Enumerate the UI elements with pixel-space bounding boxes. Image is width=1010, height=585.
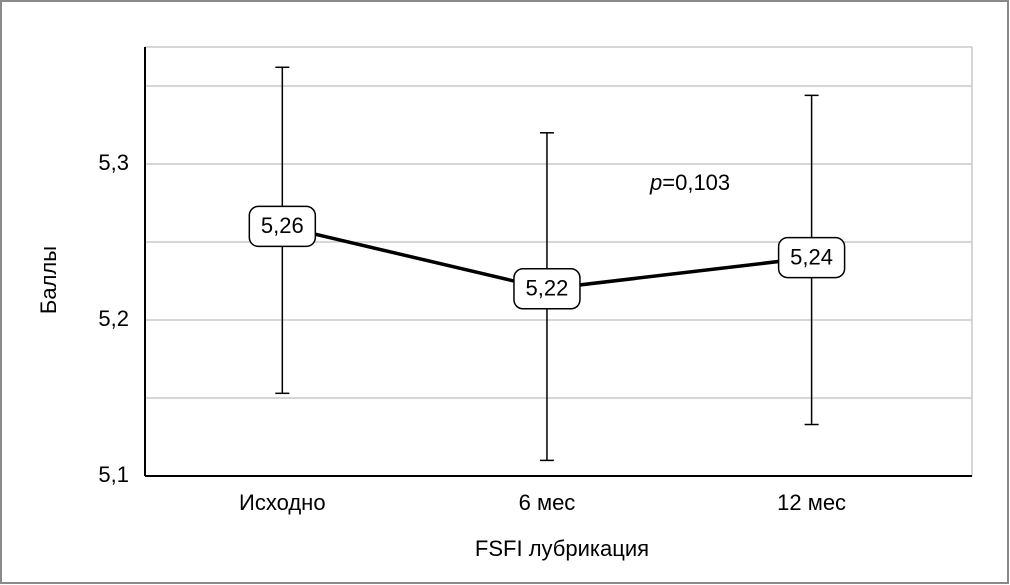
data-point-box xyxy=(248,205,317,248)
data-point-box xyxy=(513,268,581,310)
data-label: 5,24 xyxy=(790,244,833,269)
data-label: 5,26 xyxy=(261,213,304,238)
y-axis-title: Баллы xyxy=(36,246,61,314)
y-tick-label: 5,3 xyxy=(98,150,129,175)
annotation: p=0,103 xyxy=(649,170,730,195)
data-point-box xyxy=(777,236,846,279)
x-tick-label: 6 мес xyxy=(519,490,576,515)
data-label: 5,22 xyxy=(526,276,569,301)
y-tick-label: 5,2 xyxy=(98,306,129,331)
x-tick-label: 12 мес xyxy=(777,490,846,515)
annotation-text: =0,103 xyxy=(662,170,730,195)
annotation-italic: p xyxy=(649,170,662,195)
x-tick-label: Исходно xyxy=(239,490,326,515)
x-axis-title: FSFI лубрикация xyxy=(475,536,649,561)
y-tick-label: 5,1 xyxy=(98,462,129,487)
